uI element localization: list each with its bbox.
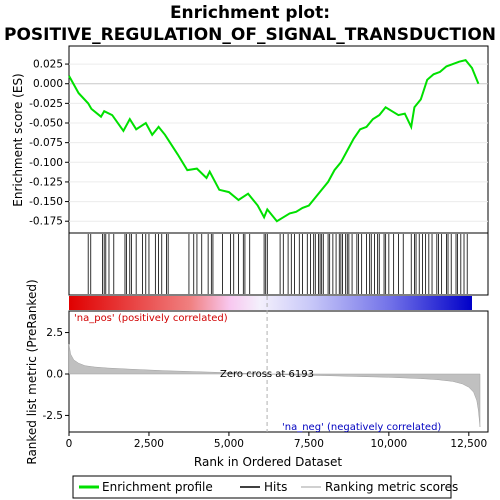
es-ytick-label: -0.075 xyxy=(29,137,63,149)
zero-cross-label: Zero cross at 6193 xyxy=(220,369,314,380)
enrichment-profile-line xyxy=(68,58,480,223)
chart-title-line2: POSITIVE_REGULATION_OF_SIGNAL_TRANSDUCTI… xyxy=(4,25,496,45)
es-panel-frame xyxy=(68,45,489,234)
x-tick-label: 7,500 xyxy=(294,438,324,450)
metric-ytick-label: 0.0 xyxy=(46,368,63,380)
metric-ytick-label: 2.5 xyxy=(46,327,63,339)
x-axis: 0 2,500 5,000 7,500 10,000 12,500 xyxy=(66,432,487,450)
legend-hits-label: Hits xyxy=(264,480,287,494)
es-ytick-label: -0.100 xyxy=(29,157,63,169)
x-axis-label: Rank in Ordered Dataset xyxy=(194,455,342,469)
metric-ylabel: Ranked list metric (PreRanked) xyxy=(25,279,39,464)
es-ytick-label: 0.025 xyxy=(33,59,63,71)
legend-frame xyxy=(72,475,452,499)
legend-metric-label: Ranking metric scores xyxy=(325,480,458,494)
metric-ytick-label: -2.5 xyxy=(43,410,64,422)
x-tick-label: 0 xyxy=(66,438,73,450)
hits-panel-frame xyxy=(68,232,489,296)
neg-correlated-label: 'na_neg' (negatively correlated) xyxy=(282,422,441,433)
es-ytick-label: -0.050 xyxy=(29,118,63,130)
es-ytick-label: 0.000 xyxy=(33,78,63,90)
chart-title-line1: Enrichment plot: xyxy=(170,3,330,23)
es-ylabel: Enrichment score (ES) xyxy=(11,73,25,206)
es-panel: 0.025 0.000 -0.025 -0.050 -0.075 -0.100 -0.125… xyxy=(11,45,489,234)
legend-enrichment-label: Enrichment profile xyxy=(102,480,213,494)
x-tick-label: 10,000 xyxy=(370,438,407,450)
es-ytick-label: -0.175 xyxy=(29,216,63,228)
x-tick-label: 5,000 xyxy=(214,438,244,450)
x-tick-label: 12,500 xyxy=(450,438,487,450)
x-tick-label: 2,500 xyxy=(134,438,164,450)
ranking-metric-area xyxy=(68,344,481,428)
legend: Enrichment profile Hits Ranking metric s… xyxy=(72,475,458,499)
pos-correlated-label: 'na_pos' (positively correlated) xyxy=(74,313,228,324)
es-ytick-label: -0.125 xyxy=(29,176,63,188)
rank-color-bar xyxy=(69,296,472,310)
metric-panel: 2.5 0.0 -2.5 'na_pos' (positively correlat… xyxy=(25,279,489,465)
rank-color-gradient xyxy=(69,296,472,310)
es-ytick-label: -0.150 xyxy=(29,196,63,208)
es-ytick-label: -0.025 xyxy=(29,98,63,110)
hits-panel xyxy=(68,232,489,296)
